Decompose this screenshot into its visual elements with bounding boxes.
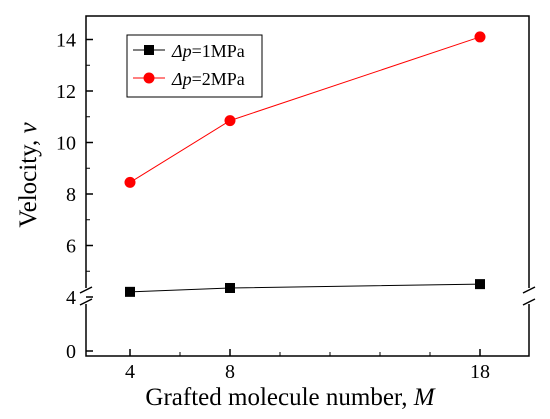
legend: Δp=1MPa Δp=2MPa: [126, 34, 263, 98]
series-1-line: [129, 283, 481, 293]
x-tick-label: 8: [225, 361, 235, 383]
y-tick-label: 12: [56, 81, 76, 103]
series-1-point: [225, 282, 235, 293]
series-2-point: [224, 115, 236, 127]
legend-entry-2: Δp=2MPa: [133, 69, 245, 89]
y-axis-title-main: Velocity,: [15, 133, 42, 227]
series-1-point: [475, 279, 485, 290]
legend-label-1-rest: =1MPa: [192, 41, 245, 61]
x-tick-label: 4: [125, 361, 135, 383]
legend-label-2: Δp=2MPa: [171, 69, 245, 89]
y-tick-label: 10: [56, 133, 76, 155]
y-axis-title-symbol: v: [15, 121, 42, 133]
legend-label-1-symbol: Δp: [171, 41, 192, 61]
legend-marker-1: [144, 45, 154, 55]
series-1: [125, 279, 485, 297]
series-2: [124, 31, 486, 188]
y-tick-label: 14: [56, 30, 76, 52]
legend-label-1: Δp=1MPa: [171, 41, 245, 61]
legend-label-2-symbol: Δp: [171, 69, 192, 89]
plot-frame: [85, 15, 530, 357]
series-2-point: [474, 31, 486, 43]
y-tick-label: 0: [66, 341, 76, 363]
x-axis-title-symbol: M: [413, 384, 436, 411]
axis-ticks: 4 8 18 0 4 6 8 10 12 14: [56, 30, 490, 384]
legend-entry-1: Δp=1MPa: [133, 41, 245, 61]
y-tick-label: 6: [66, 236, 76, 258]
y-tick-label: 8: [66, 184, 76, 206]
x-tick-label: 18: [470, 361, 490, 383]
legend-marker-2: [143, 72, 155, 84]
series-2-point: [124, 176, 136, 188]
x-axis-title: Grafted molecule number, M: [145, 384, 435, 411]
y-axis-title: Velocity, v: [15, 121, 42, 227]
y-tick-label: 4: [66, 287, 76, 309]
y-axis-break-marks-right: [522, 286, 536, 306]
x-axis-title-main: Grafted molecule number,: [145, 384, 413, 411]
legend-label-2-rest: =2MPa: [192, 69, 245, 89]
series-layer: [124, 31, 486, 297]
y-axis-break-marks-left: [79, 286, 93, 306]
series-1-point: [125, 286, 135, 297]
